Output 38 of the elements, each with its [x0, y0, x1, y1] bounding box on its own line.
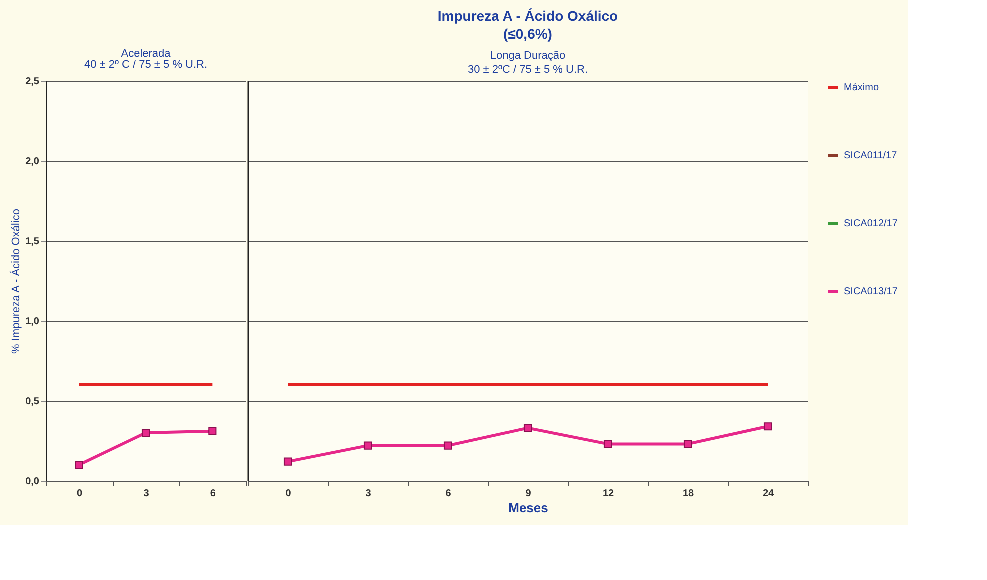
y-tick-label: 0,0 [26, 476, 40, 488]
y-tick-label: 2,5 [26, 76, 40, 88]
point [444, 442, 452, 450]
x-tick-label: 0 [77, 488, 84, 500]
x-tick-label: 12 [602, 488, 614, 500]
x-tick-label: 6 [210, 488, 216, 500]
legend-label: Máximo [844, 82, 880, 94]
y-tick-label: 0,5 [26, 396, 40, 408]
text: Longa Duração [490, 50, 566, 62]
x-tick-label: 3 [144, 488, 150, 500]
y-tick-label: 2,0 [26, 156, 40, 168]
x-tick-label: 9 [526, 488, 532, 500]
y-tick-label: 1,0 [26, 316, 40, 328]
x-tick-label: 24 [762, 488, 774, 500]
legend-label: SICA013/17 [844, 286, 898, 298]
point [764, 422, 772, 431]
point [524, 424, 532, 432]
point [284, 458, 292, 466]
point [364, 442, 372, 450]
point [75, 460, 84, 470]
x-tick-label: 18 [682, 488, 694, 500]
y-tick-label: 1,5 [26, 236, 40, 248]
y-axis-title: % Impureza A - Ácido Oxálico [10, 209, 23, 354]
point [604, 440, 612, 448]
chart-subtitle: (≤0,6%) [504, 26, 552, 42]
text: 40 ± 2º C / 75 ± 5 % U.R. [84, 59, 208, 71]
legend-label: SICA011/17 [844, 150, 898, 162]
point [142, 428, 150, 438]
x-tick-label: 0 [286, 488, 292, 500]
point [208, 427, 217, 436]
legend-label: SICA012/17 [844, 218, 898, 230]
point [684, 440, 692, 448]
x-tick-label: 6 [446, 488, 452, 500]
text: Acelerada [121, 48, 172, 60]
x-tick-label: 3 [366, 488, 372, 500]
x-axis-title: Meses [508, 500, 548, 516]
chart-title: Impureza A - Ácido Oxálico [438, 8, 618, 24]
text: 30 ± 2ºC / 75 ± 5 % U.R. [468, 64, 588, 76]
